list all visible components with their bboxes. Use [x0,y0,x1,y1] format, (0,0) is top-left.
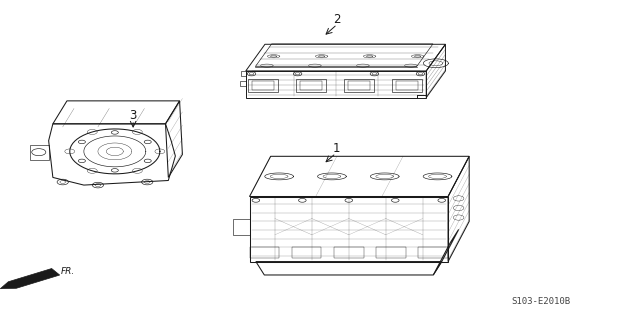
Bar [248,79,278,92]
Bar [348,81,370,90]
Polygon shape [0,269,60,289]
Bar [392,79,422,92]
Bar [344,79,374,92]
Text: FR.: FR. [61,267,75,276]
Bar [240,81,246,86]
Text: 2: 2 [333,13,341,26]
Bar [300,81,322,90]
Bar [396,81,418,90]
Bar [241,71,246,76]
Bar [296,79,326,92]
Text: 1: 1 [332,142,340,155]
Text: 3: 3 [129,109,137,122]
Text: S103-E2010B: S103-E2010B [511,297,570,306]
Bar [252,81,274,90]
